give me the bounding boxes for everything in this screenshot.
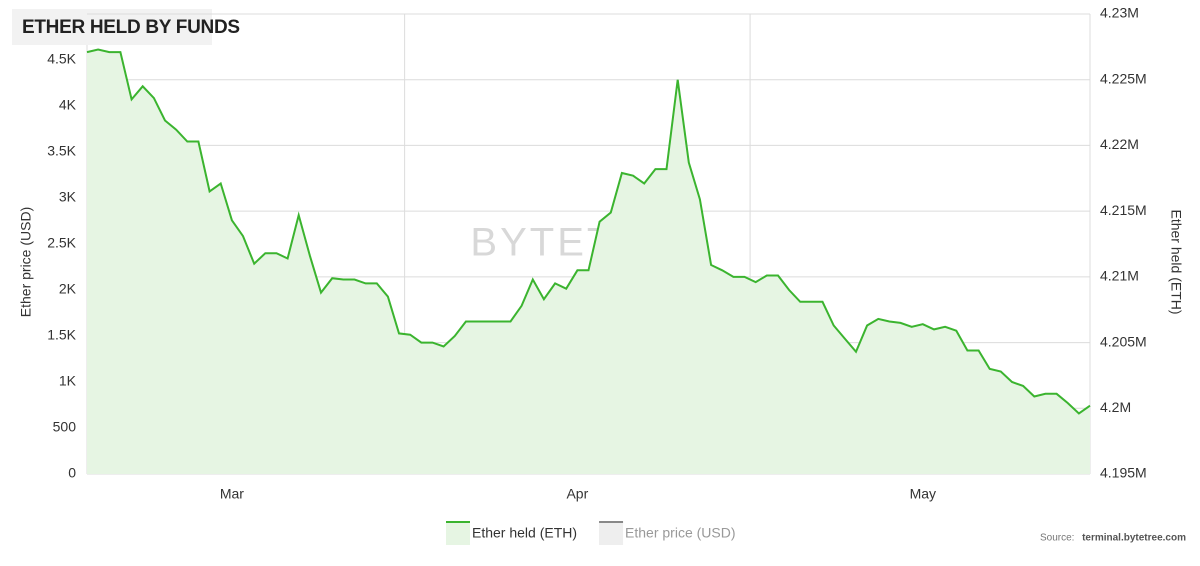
y-tick-label: 3K (59, 189, 77, 205)
x-tick-label: Apr (566, 486, 588, 502)
y2-tick-label: 4.195M (1100, 465, 1147, 481)
y2-tick-label: 4.22M (1100, 136, 1139, 152)
area (87, 49, 1090, 474)
y2-tick-label: 4.225M (1100, 70, 1147, 86)
line (86, 48, 1091, 415)
y-tick-label: 3.5K (47, 143, 76, 159)
legend-swatch (446, 522, 470, 545)
y-tick-label: 1K (59, 373, 77, 389)
legend-label: Ether price (USD) (625, 525, 735, 541)
x-tick-label: Mar (220, 486, 244, 502)
y2-tick-label: 4.21M (1100, 268, 1139, 284)
y-tick-label: 1.5K (47, 327, 76, 343)
y-tick-label: 4K (59, 97, 77, 113)
legend-item[interactable]: Ether held (ETH) (446, 521, 577, 545)
legend-item[interactable]: Ether price (USD) (599, 521, 736, 545)
legend-label: Ether held (ETH) (472, 525, 577, 541)
y-axis-label: Ether price (USD) (18, 207, 34, 317)
y-tick-label: 2.5K (47, 235, 76, 251)
chart-title: ETHER HELD BY FUNDS (22, 17, 240, 38)
y-tick-label: 2K (59, 281, 77, 297)
title-box (12, 9, 212, 45)
y-tick-label: 500 (53, 419, 77, 435)
y2-tick-label: 4.215M (1100, 202, 1147, 218)
y2-axis-label: Ether held (ETH) (1168, 209, 1184, 314)
source-label: Source: (1040, 533, 1074, 544)
y2-tick-label: 4.23M (1100, 5, 1139, 21)
y2-tick-label: 4.2M (1100, 399, 1131, 415)
y-tick-label: 0 (68, 465, 76, 481)
y2-tick-label: 4.205M (1100, 333, 1147, 349)
source: terminal.bytetree.com (1082, 533, 1186, 544)
legend-swatch (599, 522, 624, 545)
y-tick-label: 4.5K (47, 51, 76, 67)
x-tick-label: May (910, 486, 936, 502)
